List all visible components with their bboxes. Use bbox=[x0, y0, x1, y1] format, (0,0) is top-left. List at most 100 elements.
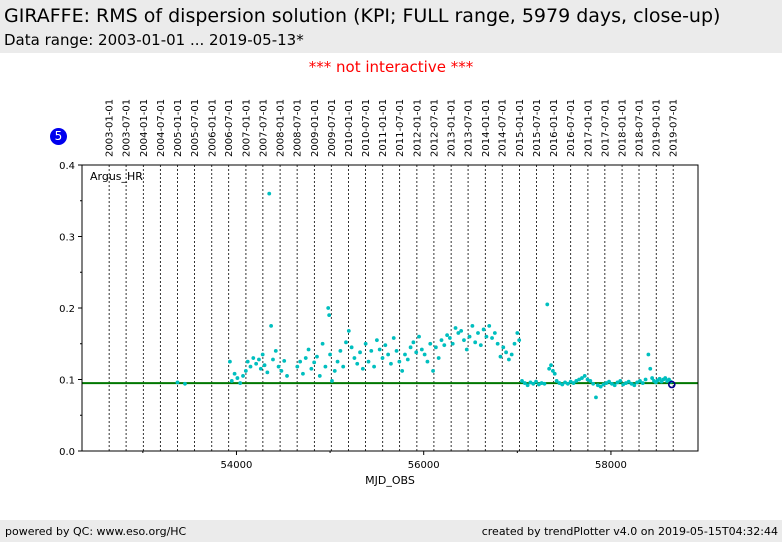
data-point bbox=[369, 349, 374, 353]
data-point bbox=[459, 328, 464, 333]
data-point bbox=[560, 382, 565, 387]
data-point bbox=[522, 381, 527, 385]
last-data-point bbox=[667, 380, 676, 389]
data-point bbox=[506, 357, 511, 362]
data-point bbox=[504, 350, 508, 355]
data-point bbox=[338, 349, 343, 353]
x-axis-label: MJD_OBS bbox=[365, 474, 415, 487]
date-label: 2007-07-01 bbox=[258, 99, 269, 157]
data-point bbox=[601, 382, 606, 387]
date-label: 2008-01-01 bbox=[276, 99, 287, 157]
date-label: 2003-01-01 bbox=[105, 99, 116, 157]
data-point bbox=[417, 334, 421, 339]
data-point bbox=[646, 352, 651, 357]
data-point bbox=[550, 369, 555, 373]
data-point bbox=[640, 381, 645, 385]
data-point bbox=[478, 343, 483, 348]
data-point bbox=[377, 347, 382, 352]
y-tick-label: 0.1 bbox=[59, 376, 75, 387]
data-point bbox=[453, 326, 458, 330]
x-tick-label: 54000 bbox=[221, 460, 253, 471]
data-point bbox=[492, 331, 497, 335]
data-point bbox=[626, 379, 631, 384]
date-label: 2018-07-01 bbox=[635, 99, 646, 157]
date-label: 2017-01-01 bbox=[583, 99, 594, 157]
data-point bbox=[473, 340, 478, 345]
footer-bar: powered by QC: www.eso.org/HC created by… bbox=[0, 520, 782, 542]
data-point bbox=[607, 379, 611, 384]
data-point bbox=[470, 323, 475, 328]
data-point bbox=[635, 380, 640, 385]
data-point bbox=[615, 380, 620, 385]
data-point bbox=[355, 361, 360, 366]
data-point bbox=[403, 352, 407, 357]
date-label: 2014-01-01 bbox=[481, 99, 492, 157]
data-point bbox=[621, 382, 626, 387]
date-label: 2019-01-01 bbox=[652, 99, 663, 157]
data-point bbox=[554, 379, 559, 383]
y-axis: 0.0 0.1 0.2 0.3 0.4 bbox=[59, 161, 82, 458]
data-point bbox=[320, 341, 325, 346]
data-point bbox=[536, 382, 541, 387]
data-point bbox=[476, 331, 480, 335]
date-label: 2009-01-01 bbox=[310, 99, 321, 157]
data-point bbox=[251, 356, 256, 360]
data-point bbox=[462, 338, 466, 343]
data-point bbox=[577, 377, 582, 382]
header-bar: GIRAFFE: RMS of dispersion solution (KPI… bbox=[0, 0, 782, 53]
data-point bbox=[285, 374, 289, 378]
date-label: 2012-01-01 bbox=[412, 99, 423, 157]
data-point bbox=[542, 381, 547, 386]
data-points bbox=[175, 191, 673, 400]
data-point bbox=[604, 381, 609, 385]
data-point bbox=[326, 306, 331, 310]
data-point bbox=[232, 371, 237, 376]
data-point bbox=[643, 377, 648, 382]
data-point bbox=[235, 376, 240, 380]
data-point bbox=[312, 360, 317, 365]
y-tick-label: 0.0 bbox=[59, 447, 75, 458]
date-label: 2016-01-01 bbox=[549, 99, 560, 157]
data-point bbox=[372, 364, 376, 369]
data-point bbox=[330, 379, 334, 383]
data-point bbox=[323, 364, 328, 369]
data-point bbox=[327, 313, 332, 318]
data-point bbox=[306, 347, 311, 352]
date-label: 2006-01-01 bbox=[207, 99, 218, 157]
date-label: 2005-07-01 bbox=[190, 99, 201, 157]
data-point bbox=[254, 361, 259, 366]
data-point bbox=[534, 379, 538, 384]
data-point bbox=[243, 369, 248, 373]
data-point bbox=[386, 352, 391, 357]
data-point bbox=[563, 380, 567, 385]
data-point bbox=[346, 328, 351, 333]
data-point bbox=[528, 380, 533, 385]
data-point bbox=[598, 384, 603, 389]
data-point bbox=[175, 380, 180, 385]
data-point bbox=[383, 343, 388, 348]
date-label: 2015-01-01 bbox=[515, 99, 526, 157]
data-point bbox=[531, 381, 536, 386]
data-point bbox=[273, 349, 278, 353]
data-point bbox=[260, 352, 265, 357]
y-tick-label: 0.3 bbox=[59, 233, 75, 244]
series-legend-label: Argus_HR bbox=[90, 170, 143, 183]
date-label: 2011-01-01 bbox=[378, 99, 389, 157]
data-point bbox=[428, 341, 433, 346]
data-point bbox=[344, 340, 348, 345]
date-label: 2018-01-01 bbox=[618, 99, 629, 157]
data-point bbox=[341, 364, 346, 369]
data-point bbox=[650, 376, 655, 380]
data-point bbox=[512, 341, 517, 346]
data-point bbox=[663, 376, 668, 380]
data-point bbox=[363, 341, 368, 346]
date-label: 2010-01-01 bbox=[344, 99, 355, 157]
data-point bbox=[585, 377, 590, 382]
data-point bbox=[509, 352, 514, 357]
date-label: 2007-01-01 bbox=[241, 99, 252, 157]
data-point bbox=[269, 323, 274, 328]
data-point bbox=[228, 359, 232, 364]
data-point bbox=[609, 381, 614, 386]
data-point bbox=[366, 359, 371, 364]
data-point bbox=[439, 338, 444, 343]
